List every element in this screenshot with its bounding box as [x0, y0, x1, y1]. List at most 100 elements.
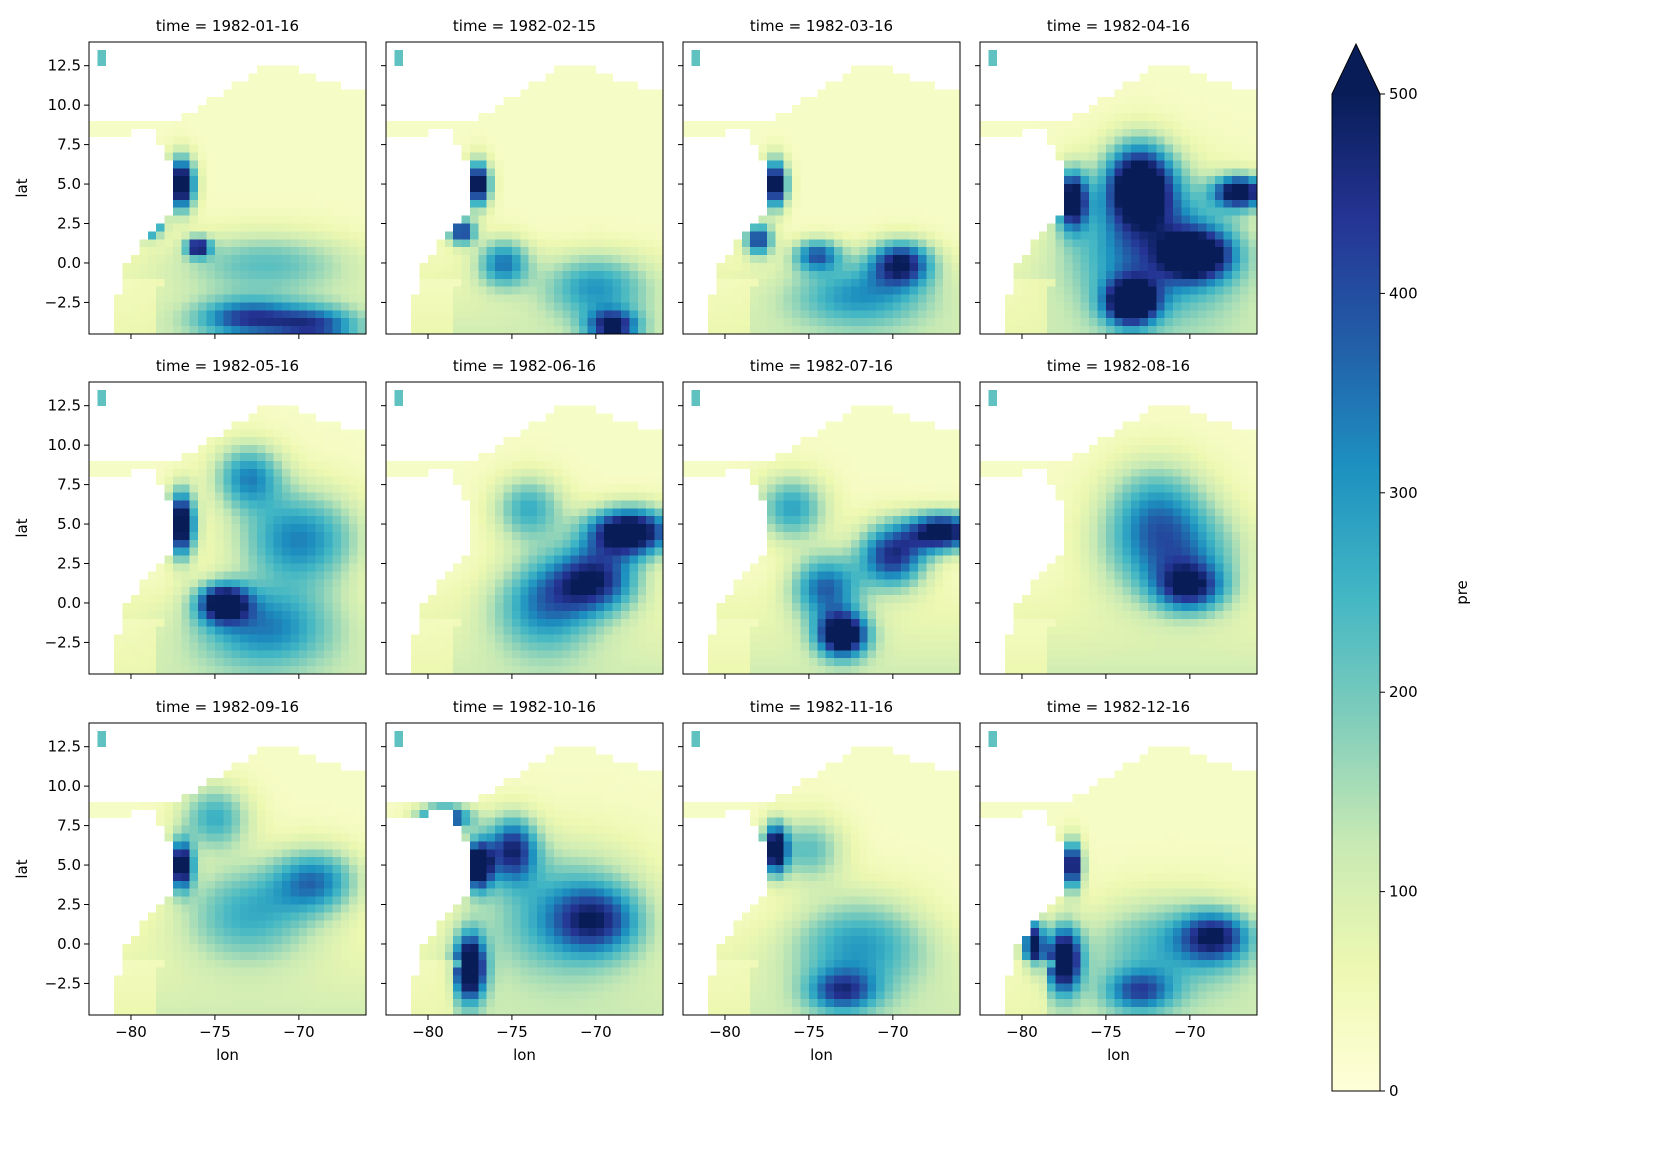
heatmap-cell: [604, 294, 613, 303]
heatmap-cell: [324, 571, 333, 580]
heatmap-cell: [859, 105, 868, 114]
heatmap-cell: [520, 516, 529, 525]
heatmap-cell: [130, 120, 140, 130]
heatmap-cell: [1114, 128, 1123, 137]
heatmap-cell: [511, 610, 521, 620]
heatmap-cell: [164, 618, 174, 627]
heatmap-cell: [587, 184, 597, 193]
heatmap-cell: [248, 666, 258, 675]
heatmap-cell: [181, 563, 191, 572]
heatmap-cell: [206, 508, 216, 517]
heatmap-cell: [562, 278, 571, 287]
heatmap-cell: [1223, 262, 1233, 272]
heatmap-cell: [859, 310, 868, 319]
heatmap-cell: [1223, 144, 1233, 153]
heatmap-cell: [172, 610, 182, 620]
heatmap-cell: [307, 460, 316, 470]
heatmap-cell: [545, 421, 555, 430]
heatmap-cell: [332, 587, 342, 596]
heatmap-cell: [579, 547, 588, 556]
heatmap-cell: [495, 508, 504, 517]
heatmap-cell: [324, 318, 333, 327]
heatmap-cell: [156, 294, 165, 303]
heatmap-cell: [646, 492, 655, 501]
heatmap-cell: [214, 460, 224, 470]
heatmap-cell: [469, 255, 479, 264]
heatmap-cell: [528, 89, 538, 98]
heatmap-cell: [859, 65, 868, 74]
heatmap-cell: [478, 231, 488, 240]
heatmap-cell: [486, 144, 496, 153]
heatmap-cell: [478, 215, 488, 224]
heatmap-cell: [349, 168, 358, 177]
heatmap-cell: [214, 144, 224, 153]
heatmap-cell: [792, 270, 801, 280]
heatmap-cell: [520, 105, 529, 114]
heatmap-cell: [528, 618, 538, 627]
heatmap-cell: [1198, 310, 1207, 319]
heatmap-cell: [1215, 310, 1224, 319]
heatmap-cell: [1139, 278, 1149, 287]
heatmap-cell: [273, 278, 283, 287]
heatmap-cell: [290, 128, 300, 137]
heatmap-cell: [436, 270, 446, 280]
heatmap-cell: [850, 120, 860, 130]
heatmap-cell: [570, 231, 580, 240]
heatmap-cell: [240, 270, 249, 280]
heatmap-cell: [587, 326, 597, 335]
heatmap-cell: [1156, 294, 1165, 303]
heatmap-cell: [198, 587, 207, 596]
heatmap-cell: [130, 650, 140, 659]
heatmap-cell: [934, 144, 944, 153]
heatmap-cell: [766, 294, 776, 303]
heatmap-cell: [562, 555, 571, 564]
heatmap-cell: [595, 286, 605, 295]
heatmap-cell: [349, 571, 358, 580]
heatmap-cell: [511, 626, 521, 635]
heatmap-cell: [273, 484, 283, 493]
heatmap-cell: [1122, 160, 1132, 169]
heatmap-cell: [156, 658, 165, 667]
heatmap-cell: [307, 89, 316, 98]
heatmap-cell: [579, 555, 588, 564]
heatmap-cell: [206, 223, 216, 232]
heatmap-cell: [520, 571, 529, 580]
heatmap-cell: [758, 255, 768, 264]
heatmap-cell: [1097, 168, 1107, 177]
heatmap-cell: [867, 144, 877, 153]
heatmap-cell: [654, 555, 664, 564]
heatmap-cell: [340, 255, 350, 264]
heatmap-cell: [1063, 318, 1073, 327]
heatmap-cell: [290, 618, 300, 627]
heatmap-cell: [223, 105, 232, 114]
heatmap-cell: [486, 547, 496, 556]
panel: time = 1982-05-16−2.50.02.55.07.510.012.…: [13, 357, 367, 679]
heatmap-cell: [478, 634, 488, 643]
heatmap-cell: [256, 136, 266, 145]
heatmap-cell: [172, 650, 182, 659]
heatmap-cell: [867, 255, 877, 264]
heatmap-cell: [570, 421, 580, 430]
y-tick-label: 10.0: [48, 436, 81, 454]
heatmap-cell: [164, 120, 174, 130]
heatmap-cell: [528, 191, 538, 201]
heatmap-cell: [537, 492, 546, 501]
y-tick-label: 2.5: [57, 215, 81, 233]
heatmap-cell: [528, 429, 538, 438]
heatmap-cell: [867, 223, 877, 232]
heatmap-cell: [340, 531, 350, 541]
heatmap-cell: [1181, 286, 1191, 295]
heatmap-cell: [553, 508, 563, 517]
heatmap-cell: [349, 492, 358, 501]
heatmap-cell: [265, 595, 274, 604]
heatmap-cell: [842, 105, 852, 114]
heatmap-cell: [181, 207, 191, 216]
heatmap-cell: [934, 120, 944, 130]
heatmap-cell: [621, 310, 630, 319]
heatmap-cell: [1139, 136, 1149, 145]
heatmap-cell: [646, 468, 655, 477]
heatmap-cell: [290, 524, 300, 533]
heatmap-cell: [934, 89, 944, 98]
heatmap-cell: [1215, 223, 1224, 232]
heatmap-cell: [349, 128, 358, 137]
